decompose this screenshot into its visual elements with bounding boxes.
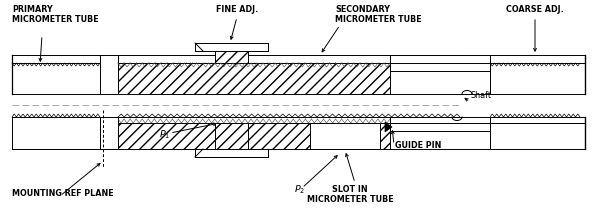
Text: COARSE ADJ.: COARSE ADJ. [506, 5, 564, 14]
Text: MOUNTING REF PLANE: MOUNTING REF PLANE [12, 189, 113, 198]
Bar [390, 63, 490, 71]
Text: SLOT IN
MICROMETER TUBE: SLOT IN MICROMETER TUBE [307, 185, 394, 204]
Bar [490, 63, 585, 94]
Bar [390, 123, 490, 131]
Bar [310, 123, 380, 149]
Bar [215, 123, 248, 149]
Bar [12, 55, 100, 63]
Text: $P_2$: $P_2$ [295, 184, 305, 196]
Bar [195, 43, 268, 51]
Text: Shaft: Shaft [470, 91, 491, 100]
Bar [118, 63, 390, 94]
Text: SECONDARY
MICROMETER TUBE: SECONDARY MICROMETER TUBE [335, 5, 422, 24]
Text: PRIMARY
MICROMETER TUBE: PRIMARY MICROMETER TUBE [12, 5, 98, 24]
Bar [195, 149, 268, 157]
Bar [118, 123, 390, 149]
Text: FINE ADJ.: FINE ADJ. [216, 5, 258, 14]
Bar [390, 55, 490, 94]
Text: $P_1$: $P_1$ [160, 129, 170, 141]
Bar [198, 149, 265, 157]
Bar [490, 117, 585, 123]
Bar [490, 123, 585, 149]
Bar [118, 117, 460, 123]
Bar [118, 55, 460, 63]
Polygon shape [385, 122, 392, 132]
Bar [490, 55, 585, 63]
Bar [390, 117, 490, 149]
Bar [215, 51, 248, 63]
Text: GUIDE PIN: GUIDE PIN [395, 141, 442, 150]
Bar [198, 43, 265, 51]
Bar [12, 117, 100, 149]
